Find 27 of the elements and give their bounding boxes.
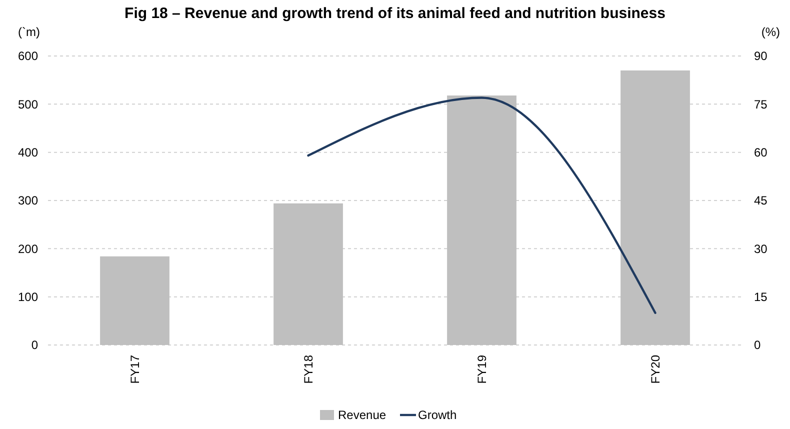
legend-label: Growth: [418, 408, 457, 422]
bar: [100, 256, 170, 345]
y2-tick-label: 45: [754, 194, 768, 208]
y-axis-title: (`m): [18, 25, 40, 39]
y2-tick-label: 15: [754, 290, 768, 304]
y-tick-label: 0: [31, 338, 38, 352]
y2-tick-label: 90: [754, 49, 768, 64]
x-tick-label: FY20: [648, 354, 662, 384]
y-tick-label: 200: [18, 242, 38, 256]
chart-title: Fig 18 – Revenue and growth trend of its animal feed and nutrition business: [124, 5, 666, 22]
y2-tick-label: 0: [754, 338, 761, 352]
y2-axis-title: (%): [761, 25, 780, 39]
y-tick-label: 500: [18, 97, 38, 112]
x-tick-label: FY18: [301, 354, 316, 384]
x-tick-label: FY17: [128, 354, 142, 384]
bar: [274, 203, 343, 345]
y2-tick-label: 30: [754, 242, 768, 256]
y-tick-label: 100: [18, 290, 38, 304]
legend-label: Revenue: [338, 408, 386, 422]
y-tick-label: 600: [18, 49, 38, 64]
y-tick-label: 300: [18, 194, 38, 208]
y2-tick-label: 75: [754, 97, 768, 112]
x-tick-label: FY19: [474, 354, 489, 384]
y2-tick-label: 60: [754, 146, 768, 160]
y-tick-label: 400: [18, 146, 38, 160]
bar: [447, 95, 516, 345]
bar: [620, 70, 690, 345]
